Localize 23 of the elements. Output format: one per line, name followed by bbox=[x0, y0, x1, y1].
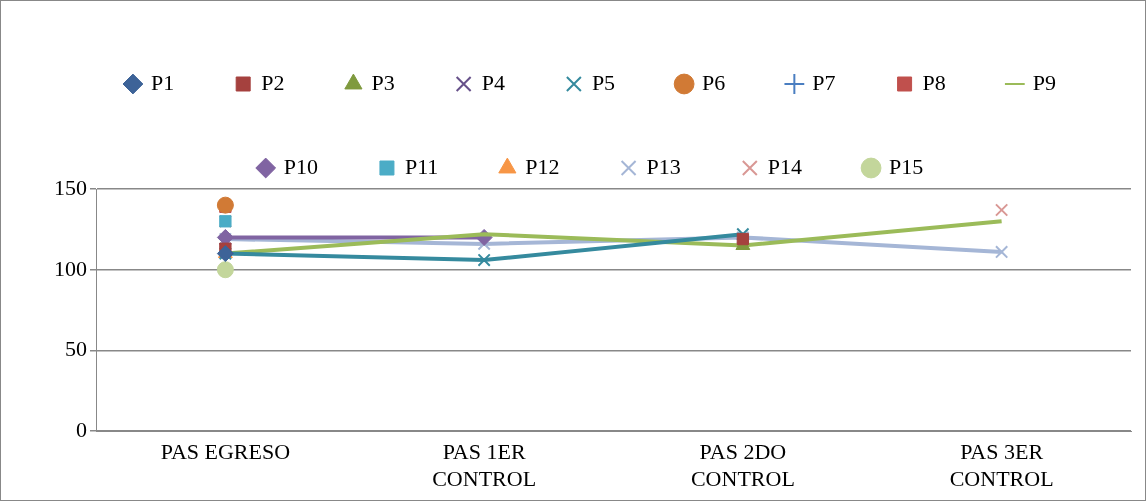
legend-label: P9 bbox=[1032, 69, 1057, 95]
y-tick-label: 100 bbox=[54, 255, 87, 281]
legend-label: P1 bbox=[150, 69, 175, 95]
legend-label: P4 bbox=[481, 69, 505, 95]
legend-label: P15 bbox=[889, 153, 924, 179]
y-tick-label: 50 bbox=[65, 336, 87, 362]
x-tick-label: PAS EGRESO bbox=[160, 439, 291, 465]
x-tick-label: PAS 3ER CONTROL bbox=[949, 439, 1054, 491]
y-tick-label: 0 bbox=[76, 416, 87, 442]
legend-label: P8 bbox=[922, 69, 946, 95]
legend-label: P11 bbox=[404, 153, 439, 179]
legend-label: P14 bbox=[767, 153, 803, 179]
y-tick-label: 150 bbox=[54, 174, 87, 200]
legend-label: P7 bbox=[812, 69, 836, 95]
legend-label: P12 bbox=[525, 153, 560, 179]
legend-label: P13 bbox=[646, 153, 681, 179]
x-tick-label: PAS 2DO CONTROL bbox=[690, 439, 795, 491]
legend-label: P6 bbox=[702, 69, 726, 95]
legend-label: P10 bbox=[283, 153, 318, 179]
legend-label: P3 bbox=[371, 69, 395, 95]
x-tick-label: PAS 1ER CONTROL bbox=[432, 439, 537, 491]
legend-label: P2 bbox=[261, 69, 285, 95]
legend-label: P5 bbox=[591, 69, 616, 95]
